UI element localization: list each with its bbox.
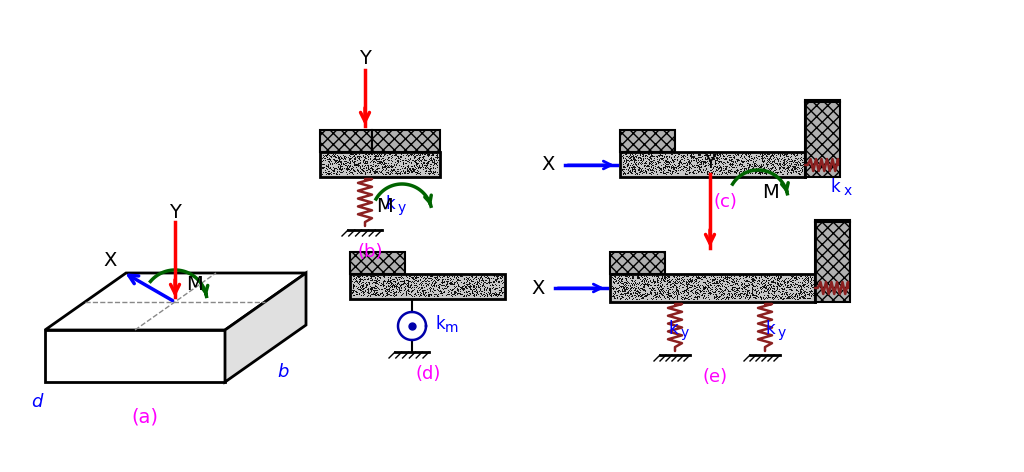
Text: y: y xyxy=(778,326,786,340)
Text: M: M xyxy=(762,183,778,202)
Text: X: X xyxy=(103,251,117,270)
Text: M: M xyxy=(186,275,204,294)
Text: Y: Y xyxy=(359,49,371,67)
Text: (c): (c) xyxy=(713,193,737,211)
Text: k: k xyxy=(435,315,444,333)
Polygon shape xyxy=(225,273,306,382)
Text: (a): (a) xyxy=(131,407,159,427)
Bar xyxy=(610,274,815,302)
Bar xyxy=(319,130,372,152)
Text: x: x xyxy=(844,184,852,198)
Polygon shape xyxy=(45,330,225,382)
Text: b: b xyxy=(278,363,289,381)
Text: k: k xyxy=(765,320,775,338)
Text: (e): (e) xyxy=(702,368,728,386)
Text: m: m xyxy=(445,321,459,335)
Text: X: X xyxy=(542,155,555,175)
Text: (b): (b) xyxy=(357,243,383,261)
Bar xyxy=(372,130,440,152)
Bar xyxy=(350,274,505,299)
Bar xyxy=(350,252,406,274)
Text: k: k xyxy=(385,195,395,213)
Bar xyxy=(805,100,840,177)
Text: d: d xyxy=(32,393,43,411)
Text: Y: Y xyxy=(169,202,181,221)
Text: M: M xyxy=(376,196,392,216)
Text: y: y xyxy=(398,201,407,215)
Text: Y: Y xyxy=(705,152,716,171)
Text: k: k xyxy=(830,178,840,196)
Text: k: k xyxy=(668,320,678,338)
Bar xyxy=(620,152,805,177)
Polygon shape xyxy=(45,273,306,330)
Text: y: y xyxy=(681,326,689,340)
Bar xyxy=(815,220,850,302)
Text: X: X xyxy=(531,278,545,297)
Bar xyxy=(610,252,665,274)
Text: (d): (d) xyxy=(416,365,440,383)
Bar xyxy=(620,130,675,152)
Bar xyxy=(319,152,440,177)
